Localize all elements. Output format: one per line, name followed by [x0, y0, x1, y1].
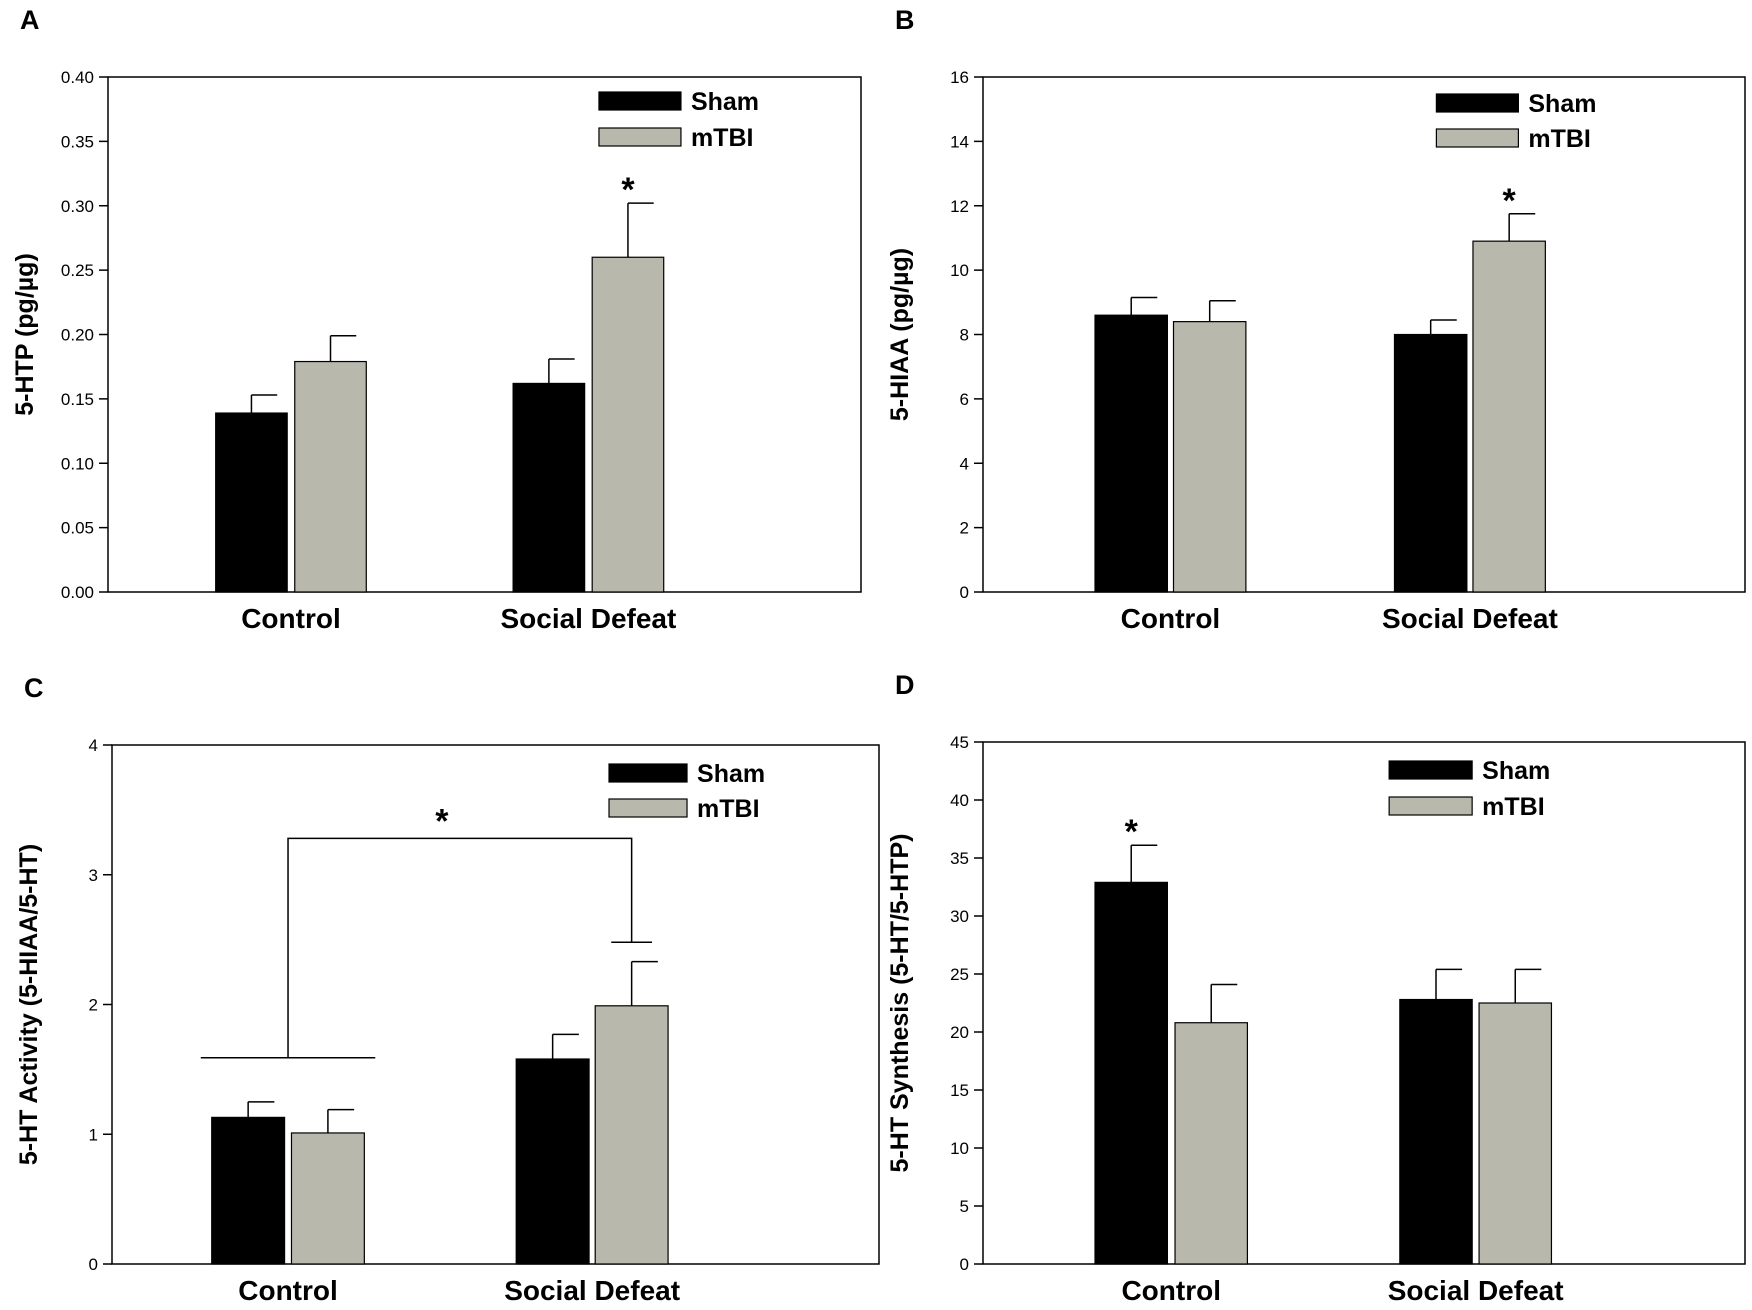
- y-tick-label: 0.30: [61, 197, 94, 216]
- bar-mtbi-control: [1174, 1022, 1249, 1265]
- bar-sham-social-defeat: [515, 1058, 590, 1265]
- y-tick-label: 2: [89, 996, 98, 1015]
- legend-swatch-mtbi: [1388, 796, 1473, 816]
- panel-d: D 0 5 10 15 20 25 30 35 40 45 5-HT Synthesis (5-HT/…: [886, 670, 1746, 1306]
- y-tick-label: 1: [89, 1125, 98, 1144]
- y-tick-label: 4: [89, 736, 98, 755]
- legend-label-sham: Sham: [697, 760, 765, 788]
- bar-mtbi-control: [1172, 321, 1247, 593]
- category-label: Social Defeat: [504, 1275, 680, 1306]
- significance-star: *: [621, 171, 635, 209]
- y-tick-label: 12: [950, 197, 969, 216]
- y-tick-label: 40: [950, 791, 969, 810]
- significance-star: *: [435, 802, 449, 840]
- legend-swatch-sham: [1435, 93, 1519, 113]
- y-tick-label: 0.20: [61, 326, 94, 345]
- bar-sham-control: [211, 1116, 286, 1265]
- legend-swatch-mtbi: [608, 798, 688, 818]
- y-tick-label: 16: [950, 68, 969, 87]
- panel-a: A 0.00 0.05 0.10 0.15 0.20 0.25 0.30 0.35 0.40 5-H…: [11, 5, 862, 634]
- bar-sham-control: [1094, 881, 1169, 1265]
- y-axis-label: 5-HTP (pg/µg): [11, 253, 39, 416]
- y-tick-label: 0: [960, 583, 969, 602]
- y-tick-label: 6: [960, 390, 969, 409]
- legend-label-mtbi: mTBI: [691, 124, 754, 152]
- y-axis-label: 5-HT Activity (5-HIAA/5-HT): [15, 844, 43, 1165]
- panel-label: B: [895, 5, 915, 35]
- category-label: Control: [241, 603, 341, 634]
- y-tick-label: 25: [950, 965, 969, 984]
- category-label: Control: [1121, 603, 1221, 634]
- category-label: Control: [1121, 1275, 1221, 1306]
- y-tick-label: 2: [960, 519, 969, 538]
- legend-swatch-sham: [598, 91, 682, 111]
- y-tick-label: 0.25: [61, 261, 94, 280]
- y-tick-label: 0.15: [61, 390, 94, 409]
- bracket-line: [287, 837, 633, 1058]
- y-tick-label: 0.05: [61, 519, 94, 538]
- legend-label-mtbi: mTBI: [1528, 125, 1591, 153]
- y-tick-label: 30: [950, 907, 969, 926]
- y-axis-label: 5-HIAA (pg/µg): [886, 248, 914, 421]
- panel-label: C: [24, 673, 44, 703]
- y-tick-label: 8: [960, 326, 969, 345]
- category-label: Social Defeat: [500, 603, 676, 634]
- legend-label-mtbi: mTBI: [1482, 793, 1545, 821]
- y-tick-label: 5: [960, 1197, 969, 1216]
- y-tick-label: 10: [950, 1139, 969, 1158]
- bar-mtbi-social-defeat: [594, 1005, 669, 1265]
- bar-mtbi-social-defeat: [591, 256, 665, 593]
- y-tick-label: 0.00: [61, 583, 94, 602]
- panel-b: B 0 2 4 6 8 10 12 14 16 5-HIAA (pg/µg) Control Socia…: [886, 5, 1746, 634]
- legend-label-sham: Sham: [691, 88, 759, 116]
- y-tick-label: 0.40: [61, 68, 94, 87]
- y-tick-label: 45: [950, 733, 969, 752]
- category-label: Social Defeat: [1382, 603, 1558, 634]
- y-tick-label: 3: [89, 866, 98, 885]
- y-tick-label: 0.10: [61, 454, 94, 473]
- legend-swatch-mtbi: [1435, 128, 1519, 148]
- plot-frame: [982, 741, 1746, 1265]
- bar-sham-social-defeat: [512, 382, 586, 593]
- panel-label: A: [20, 5, 40, 35]
- y-tick-label: 14: [950, 132, 969, 151]
- bar-mtbi-control: [290, 1132, 365, 1265]
- y-tick-label: 0: [89, 1255, 98, 1274]
- bar-sham-control: [215, 412, 288, 593]
- bar-sham-social-defeat: [1399, 998, 1473, 1265]
- bar-sham-social-defeat: [1393, 333, 1468, 593]
- significance-star: *: [1503, 182, 1517, 220]
- legend-label-mtbi: mTBI: [697, 795, 760, 823]
- bar-mtbi-control: [294, 360, 367, 593]
- panel-label: D: [895, 670, 915, 700]
- y-tick-label: 20: [950, 1023, 969, 1042]
- legend-swatch-sham: [608, 763, 688, 783]
- y-tick-label: 0.35: [61, 132, 94, 151]
- y-tick-label: 10: [950, 261, 969, 280]
- y-axis-label: 5-HT Synthesis (5-HT/5-HTP): [886, 834, 914, 1173]
- panel-c: C 0 1 2 3 4 5-HT Activity (5-HIAA/5-HT) Control…: [15, 673, 880, 1306]
- category-label: Social Defeat: [1388, 1275, 1564, 1306]
- bar-mtbi-social-defeat: [1478, 1002, 1553, 1265]
- y-tick-label: 0: [960, 1255, 969, 1274]
- y-tick-label: 35: [950, 849, 969, 868]
- legend-swatch-mtbi: [598, 127, 682, 147]
- y-tick-label: 4: [960, 454, 969, 473]
- legend-swatch-sham: [1388, 760, 1473, 780]
- legend-label-sham: Sham: [1528, 90, 1596, 118]
- legend-label-sham: Sham: [1482, 757, 1550, 785]
- category-label: Control: [238, 1275, 338, 1306]
- y-tick-label: 15: [950, 1081, 969, 1100]
- significance-star: *: [1125, 813, 1139, 851]
- bar-mtbi-social-defeat: [1472, 240, 1546, 593]
- bar-sham-control: [1094, 314, 1169, 593]
